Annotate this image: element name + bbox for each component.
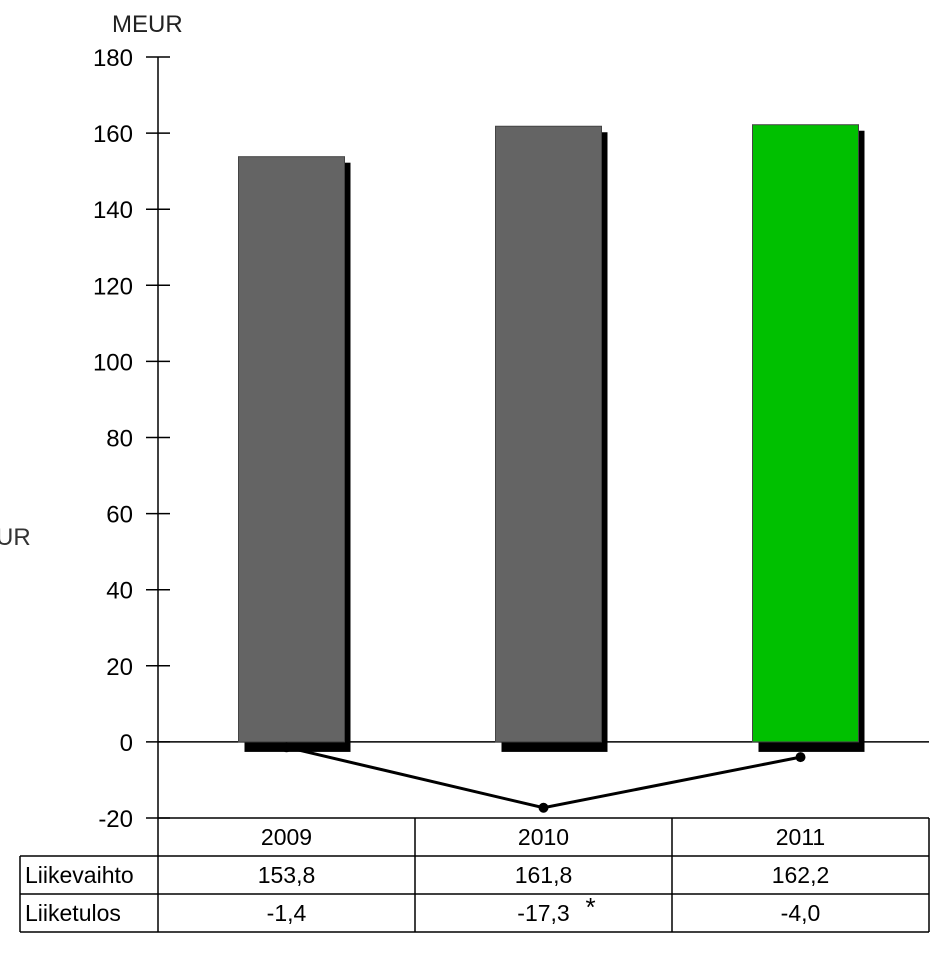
data-label: 161,8 [515, 862, 573, 888]
y-tick-label: 120 [93, 273, 133, 300]
unit-label: MEUR [112, 11, 183, 38]
y-tick-label: 160 [93, 121, 133, 148]
line-path [286, 745, 801, 810]
series-name: Liikevaihto [25, 862, 134, 888]
bar [495, 125, 602, 743]
line-point [795, 752, 806, 763]
data-label: -17,3 [517, 900, 569, 926]
line-series [281, 742, 806, 813]
y-tick-label: 180 [93, 45, 133, 72]
y-tick-label: 0 [120, 730, 133, 757]
annotation-mark: * [586, 892, 596, 922]
data-label: 153,8 [258, 862, 316, 888]
left-cut-label: UR [0, 524, 31, 551]
bar [238, 156, 345, 743]
y-tick-label: -20 [98, 806, 133, 833]
y-tick-label: 20 [106, 654, 133, 681]
data-label: 162,2 [772, 862, 830, 888]
y-axis: -20 0 20 40 60 80 100 120 140 160 180 [93, 45, 929, 833]
bar-series [238, 124, 865, 752]
y-tick-label: 100 [93, 349, 133, 376]
y-tick-label: 60 [106, 502, 133, 529]
y-tick-label: 40 [106, 578, 133, 605]
line-point [281, 742, 292, 753]
data-label: -1,4 [267, 900, 307, 926]
data-label: -4,0 [781, 900, 821, 926]
data-table: 2009 2010 2011 Liikevaihto 153,8 161,8 162,2 Li… [19, 817, 930, 933]
category-label: 2009 [261, 824, 312, 850]
y-tick-label: 80 [106, 426, 133, 453]
category-label: 2010 [518, 824, 569, 850]
series-name: Liiketulos [25, 900, 121, 926]
bar [752, 124, 859, 743]
line-point [538, 802, 549, 813]
category-label: 2011 [776, 824, 825, 850]
y-tick-label: 140 [93, 197, 133, 224]
